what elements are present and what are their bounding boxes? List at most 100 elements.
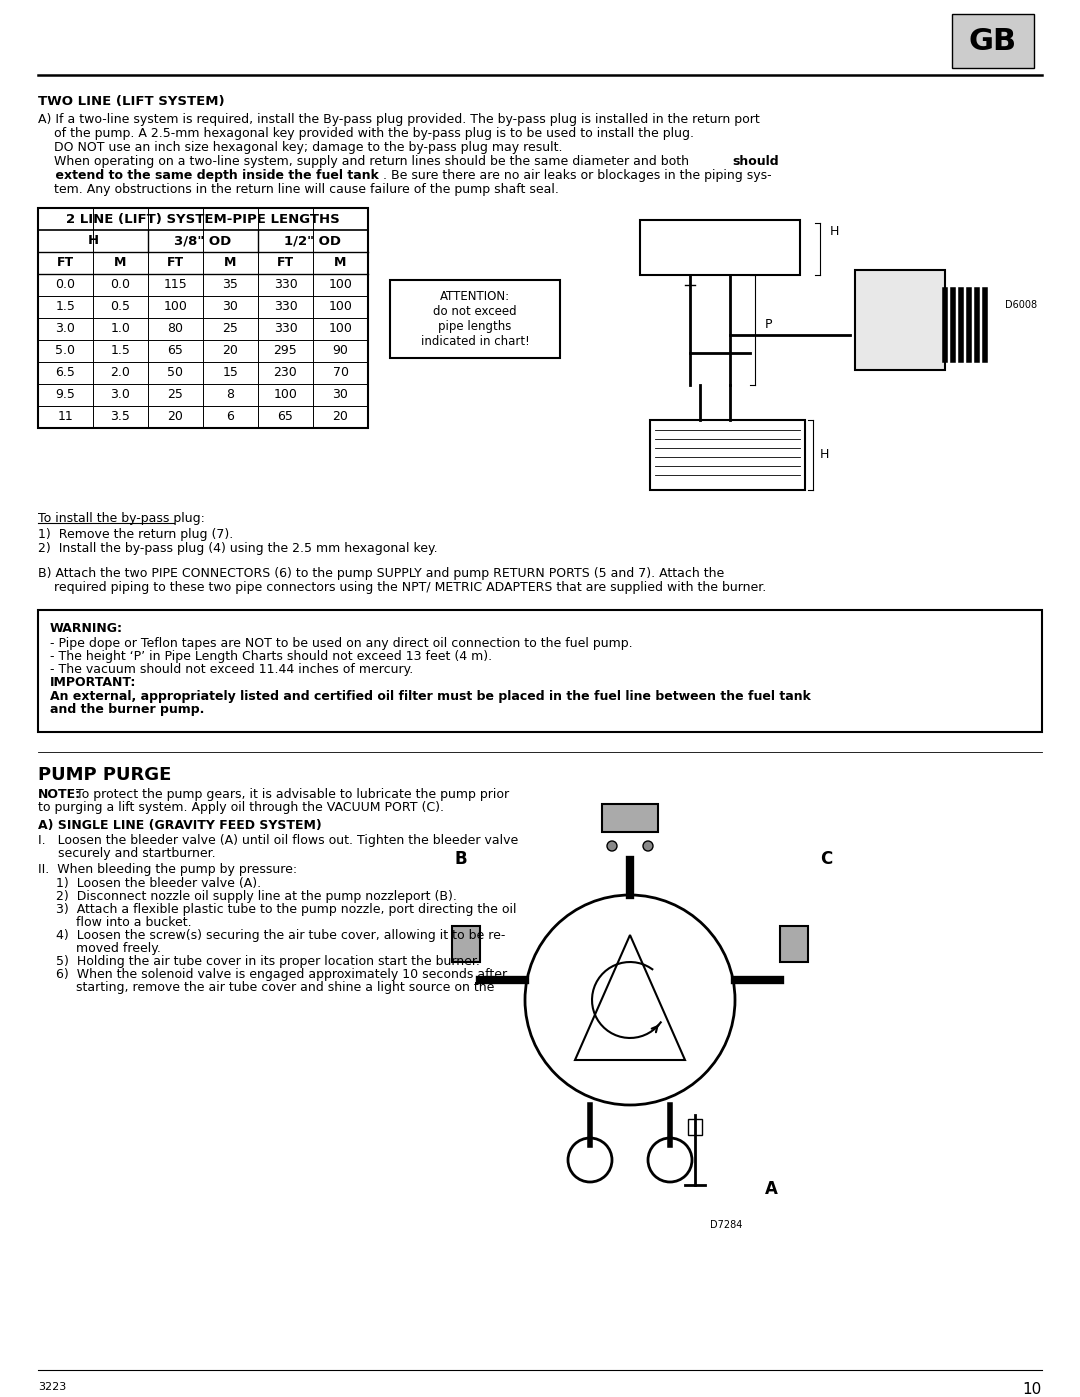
- Text: C: C: [820, 849, 833, 868]
- Text: 6: 6: [227, 411, 234, 423]
- Text: 330: 330: [273, 300, 297, 313]
- Bar: [780, 926, 808, 963]
- Text: 11: 11: [57, 411, 73, 423]
- Text: 3/8" OD: 3/8" OD: [174, 235, 231, 247]
- Text: 25: 25: [222, 323, 239, 335]
- Text: An external, appropriately listed and certified oil filter must be placed in the: An external, appropriately listed and ce…: [50, 690, 811, 703]
- Text: To protect the pump gears, it is advisable to lubricate the pump prior: To protect the pump gears, it is advisab…: [72, 788, 509, 800]
- Text: 3.0: 3.0: [110, 388, 131, 401]
- Text: 90: 90: [333, 345, 349, 358]
- Bar: [390, 279, 561, 358]
- Text: GB: GB: [969, 27, 1017, 56]
- Text: 4)  Loosen the screw(s) securing the air tube cover, allowing it to be re-: 4) Loosen the screw(s) securing the air …: [56, 929, 505, 942]
- Text: ATTENTION:
do not exceed
pipe lengths
indicated in chart!: ATTENTION: do not exceed pipe lengths in…: [420, 291, 529, 348]
- Bar: [38, 610, 1042, 732]
- Text: securely and startburner.: securely and startburner.: [38, 847, 216, 861]
- Text: 100: 100: [328, 323, 352, 335]
- Bar: [38, 208, 368, 427]
- Text: DO NOT use an inch size hexagonal key; damage to the by-pass plug may result.: DO NOT use an inch size hexagonal key; d…: [38, 141, 563, 154]
- Text: 8: 8: [227, 388, 234, 401]
- Text: TWO LINE (LIFT SYSTEM): TWO LINE (LIFT SYSTEM): [38, 95, 225, 108]
- Text: 65: 65: [278, 411, 294, 423]
- Text: WARNING:: WARNING:: [50, 622, 123, 636]
- Text: 2)  Install the by-pass plug (4) using the 2.5 mm hexagonal key.: 2) Install the by-pass plug (4) using th…: [38, 542, 437, 555]
- Text: 35: 35: [222, 278, 239, 292]
- Text: FT: FT: [167, 257, 184, 270]
- Text: FT: FT: [57, 257, 75, 270]
- Text: P: P: [765, 319, 772, 331]
- Text: 30: 30: [222, 300, 239, 313]
- Bar: [688, 1119, 702, 1134]
- Text: PUMP PURGE: PUMP PURGE: [38, 766, 172, 784]
- Text: 80: 80: [167, 323, 184, 335]
- Text: 100: 100: [273, 388, 297, 401]
- Text: M: M: [335, 257, 347, 270]
- Text: 6.5: 6.5: [55, 366, 76, 380]
- Text: moved freely.: moved freely.: [56, 942, 161, 956]
- Text: 70: 70: [333, 366, 349, 380]
- Text: tem. Any obstructions in the return line will cause failure of the pump shaft se: tem. Any obstructions in the return line…: [38, 183, 558, 196]
- Text: 6)  When the solenoid valve is engaged approximately 10 seconds after: 6) When the solenoid valve is engaged ap…: [56, 968, 508, 981]
- Text: 20: 20: [167, 411, 184, 423]
- Text: . Be sure there are no air leaks or blockages in the piping sys-: . Be sure there are no air leaks or bloc…: [383, 169, 771, 182]
- Bar: [650, 420, 805, 490]
- Text: 15: 15: [222, 366, 239, 380]
- Text: 3)  Attach a flexible plastic tube to the pump nozzle, port directing the oil: 3) Attach a flexible plastic tube to the…: [56, 902, 516, 916]
- Text: 100: 100: [163, 300, 188, 313]
- Text: of the pump. A 2.5-mm hexagonal key provided with the by-pass plug is to be used: of the pump. A 2.5-mm hexagonal key prov…: [38, 127, 694, 140]
- Text: D6008: D6008: [1004, 300, 1037, 310]
- Text: 5.0: 5.0: [55, 345, 76, 358]
- Text: NOTE:: NOTE:: [38, 788, 81, 800]
- Text: IMPORTANT:: IMPORTANT:: [50, 676, 136, 689]
- Circle shape: [607, 841, 617, 851]
- Text: A: A: [765, 1180, 778, 1199]
- Text: 115: 115: [164, 278, 187, 292]
- Text: FT: FT: [276, 257, 294, 270]
- Text: When operating on a two-line system, supply and return lines should be the same : When operating on a two-line system, sup…: [38, 155, 693, 168]
- Text: To install the by-pass plug:: To install the by-pass plug:: [38, 511, 205, 525]
- Text: 5)  Holding the air tube cover in its proper location start the burner.: 5) Holding the air tube cover in its pro…: [56, 956, 480, 968]
- Text: - The height ‘P’ in Pipe Length Charts should not exceed 13 feet (4 m).: - The height ‘P’ in Pipe Length Charts s…: [50, 650, 492, 664]
- Text: 1.0: 1.0: [110, 323, 131, 335]
- Bar: [640, 219, 800, 275]
- Text: to purging a lift system. Apply oil through the VACUUM PORT (C).: to purging a lift system. Apply oil thro…: [38, 800, 444, 814]
- Text: - Pipe dope or Teflon tapes are NOT to be used on any direct oil connection to t: - Pipe dope or Teflon tapes are NOT to b…: [50, 637, 633, 650]
- Text: starting, remove the air tube cover and shine a light source on the: starting, remove the air tube cover and …: [56, 981, 495, 995]
- Text: 3.0: 3.0: [55, 323, 76, 335]
- Text: flow into a bucket.: flow into a bucket.: [56, 916, 191, 929]
- Text: B) Attach the two PIPE CONNECTORS (6) to the pump SUPPLY and pump RETURN PORTS (: B) Attach the two PIPE CONNECTORS (6) to…: [38, 567, 725, 580]
- Bar: [855, 270, 945, 370]
- Text: 100: 100: [328, 278, 352, 292]
- Text: B: B: [455, 849, 468, 868]
- Text: 1.5: 1.5: [55, 300, 76, 313]
- Text: 3.5: 3.5: [110, 411, 131, 423]
- Text: I.   Loosen the bleeder valve (A) until oil flows out. Tighten the bleeder valve: I. Loosen the bleeder valve (A) until oi…: [38, 834, 518, 847]
- Text: 50: 50: [167, 366, 184, 380]
- Text: 1)  Loosen the bleeder valve (A).: 1) Loosen the bleeder valve (A).: [56, 877, 261, 890]
- Text: required piping to these two pipe connectors using the NPT/ METRIC ADAPTERS that: required piping to these two pipe connec…: [38, 581, 766, 594]
- Text: 230: 230: [273, 366, 297, 380]
- Text: II.  When bleeding the pump by pressure:: II. When bleeding the pump by pressure:: [38, 863, 297, 876]
- Text: - The vacuum should not exceed 11.44 inches of mercury.: - The vacuum should not exceed 11.44 inc…: [50, 664, 414, 676]
- Text: A) If a two-line system is required, install the By-pass plug provided. The by-p: A) If a two-line system is required, ins…: [38, 113, 759, 126]
- Text: H: H: [820, 448, 829, 461]
- Text: 295: 295: [273, 345, 297, 358]
- Text: 1)  Remove the return plug (7).: 1) Remove the return plug (7).: [38, 528, 233, 541]
- Text: 10: 10: [1023, 1382, 1042, 1397]
- Text: D7284: D7284: [710, 1220, 742, 1229]
- Text: 1.5: 1.5: [110, 345, 131, 358]
- Circle shape: [643, 841, 653, 851]
- Bar: [602, 805, 658, 833]
- Text: 0.5: 0.5: [110, 300, 131, 313]
- Text: 330: 330: [273, 278, 297, 292]
- Text: 30: 30: [333, 388, 349, 401]
- Text: M: M: [225, 257, 237, 270]
- Text: A) SINGLE LINE (GRAVITY FEED SYSTEM): A) SINGLE LINE (GRAVITY FEED SYSTEM): [38, 819, 322, 833]
- Text: H: H: [831, 225, 839, 237]
- Bar: [951, 14, 1034, 68]
- Text: 20: 20: [333, 411, 349, 423]
- Text: 0.0: 0.0: [110, 278, 131, 292]
- Text: 25: 25: [167, 388, 184, 401]
- Text: 1/2" OD: 1/2" OD: [284, 235, 341, 247]
- Text: 20: 20: [222, 345, 239, 358]
